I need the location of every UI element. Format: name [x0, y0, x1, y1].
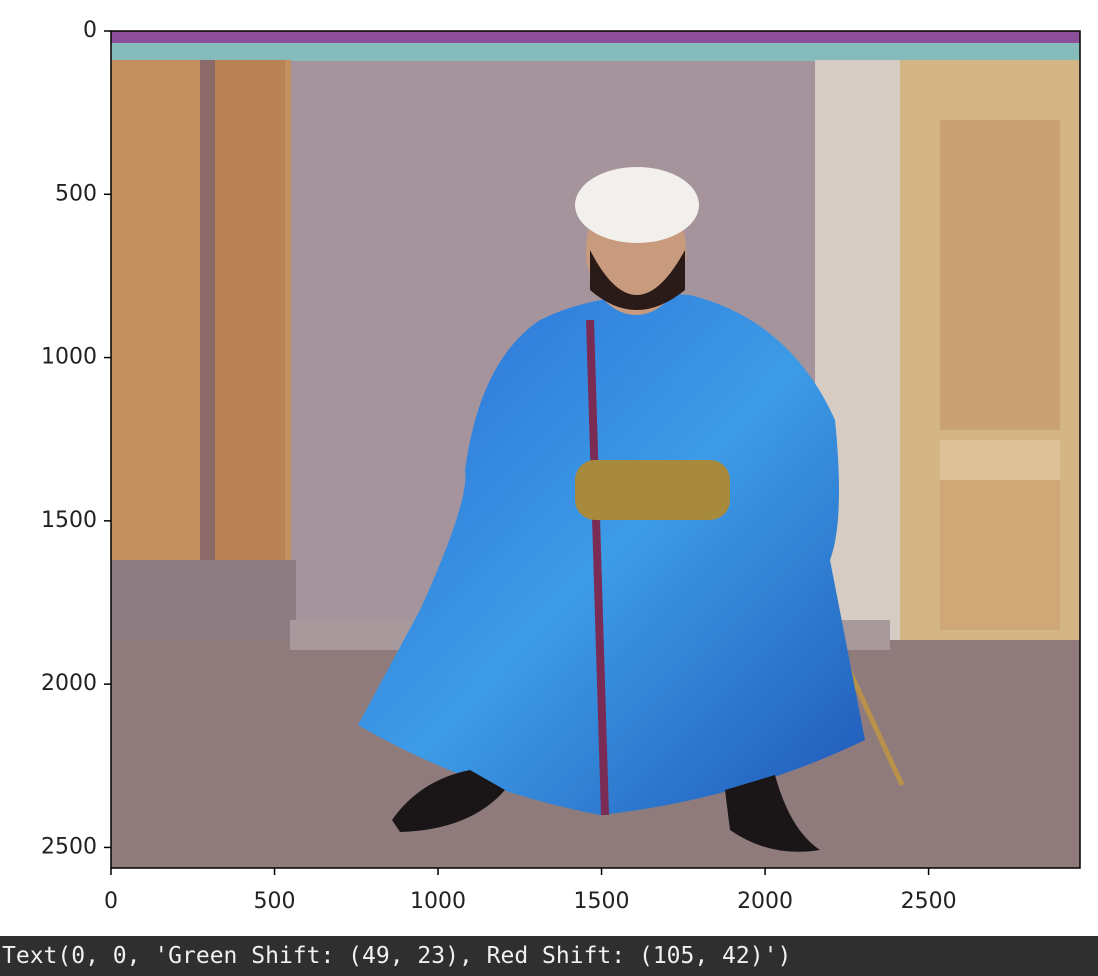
- x-tick-label: 0: [104, 889, 118, 914]
- y-tick-label: 1500: [41, 508, 97, 533]
- y-tick-label: 2000: [41, 671, 97, 696]
- x-tick-label: 1500: [574, 889, 630, 914]
- output-text: Text(0, 0, 'Green Shift: (49, 23), Red S…: [0, 936, 1098, 976]
- figure: 0 500 1000 1500 2000 2500 0 500 1000 1500 2000 2500: [41, 18, 1081, 914]
- axes-frame: [110, 30, 1081, 869]
- y-tick-label: 2500: [41, 834, 97, 859]
- photo: [111, 31, 1080, 868]
- x-tick-label: 2000: [737, 889, 793, 914]
- x-tick-label: 500: [254, 889, 296, 914]
- x-tick-label: 2500: [901, 889, 957, 914]
- y-tick-label: 1000: [41, 345, 97, 370]
- y-tick-label: 500: [55, 181, 97, 206]
- x-tick-label: 1000: [410, 889, 466, 914]
- y-tick-label: 0: [83, 18, 97, 43]
